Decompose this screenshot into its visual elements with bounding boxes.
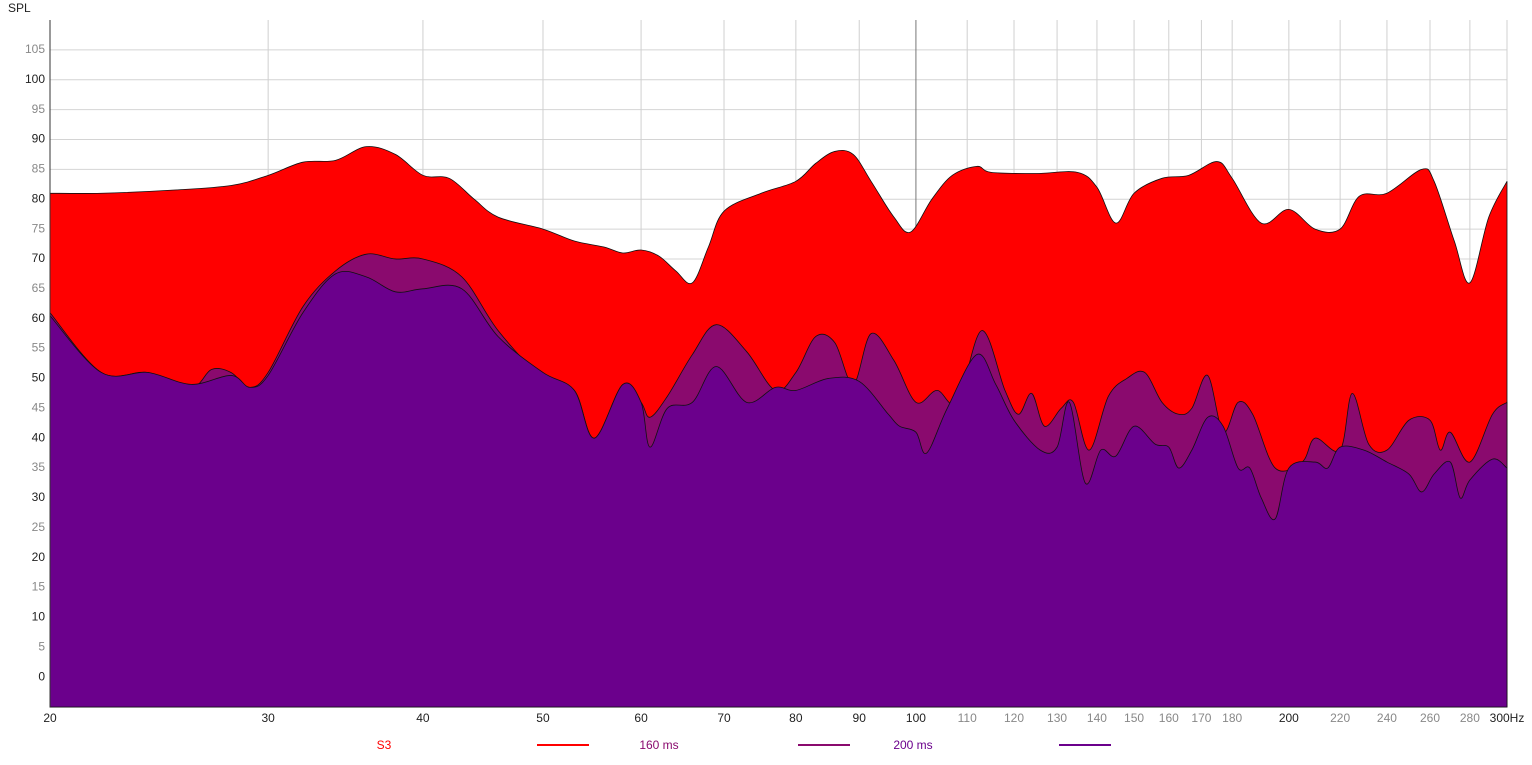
legend-label: 160 ms (639, 738, 678, 752)
area (49, 271, 1508, 708)
x-tick-label: 150 (1124, 711, 1144, 725)
y-tick-label: 20 (32, 550, 46, 564)
x-tick-label: 140 (1087, 711, 1107, 725)
x-tick-label: 180 (1222, 711, 1242, 725)
y-axis-label: SPL (8, 1, 31, 15)
y-tick-label: 85 (32, 162, 46, 176)
x-tick-label: 60 (634, 711, 648, 725)
y-tick-label: 100 (25, 72, 45, 86)
y-tick-label: 55 (32, 341, 46, 355)
y-tick-label: 105 (25, 42, 45, 56)
x-tick-label: 30 (261, 711, 275, 725)
y-tick-label: 35 (32, 460, 46, 474)
y-tick-label: 70 (32, 251, 46, 265)
y-tick-label: 5 (38, 639, 45, 653)
x-tick-label: 300Hz (1490, 711, 1525, 725)
x-tick-label: 120 (1004, 711, 1024, 725)
y-tick-label: 65 (32, 281, 46, 295)
legend-label: 200 ms (893, 738, 932, 752)
x-tick-label: 240 (1377, 711, 1397, 725)
x-tick-label: 50 (536, 711, 550, 725)
x-tick-label: 160 (1159, 711, 1179, 725)
x-tick-label: 260 (1420, 711, 1440, 725)
y-tick-label: 95 (32, 102, 46, 116)
x-tick-label: 80 (789, 711, 803, 725)
x-tick-label: 130 (1047, 711, 1067, 725)
legend-label: S3 (377, 738, 392, 752)
y-tick-label: 0 (38, 669, 45, 683)
y-tick-label: 45 (32, 400, 46, 414)
y-tick-label: 90 (32, 132, 46, 146)
x-tick-label: 170 (1191, 711, 1211, 725)
y-tick-label: 15 (32, 580, 46, 594)
x-tick-label: 20 (43, 711, 57, 725)
x-tick-label: 110 (958, 711, 977, 725)
y-tick-label: 25 (32, 520, 46, 534)
x-tick-label: 100 (906, 711, 926, 725)
x-tick-label: 70 (717, 711, 731, 725)
y-tick-label: 80 (32, 191, 46, 205)
y-tick-label: 30 (32, 490, 46, 504)
x-tick-label: 40 (416, 711, 430, 725)
x-tick-label: 220 (1330, 711, 1350, 725)
y-tick-label: 60 (32, 311, 46, 325)
y-tick-label: 75 (32, 221, 46, 235)
y-tick-label: 10 (32, 610, 46, 624)
y-tick-label: 40 (32, 430, 46, 444)
x-tick-label: 200 (1279, 711, 1299, 725)
y-tick-label: 50 (32, 371, 46, 385)
x-tick-label: 280 (1460, 711, 1480, 725)
x-tick-label: 90 (853, 711, 867, 725)
